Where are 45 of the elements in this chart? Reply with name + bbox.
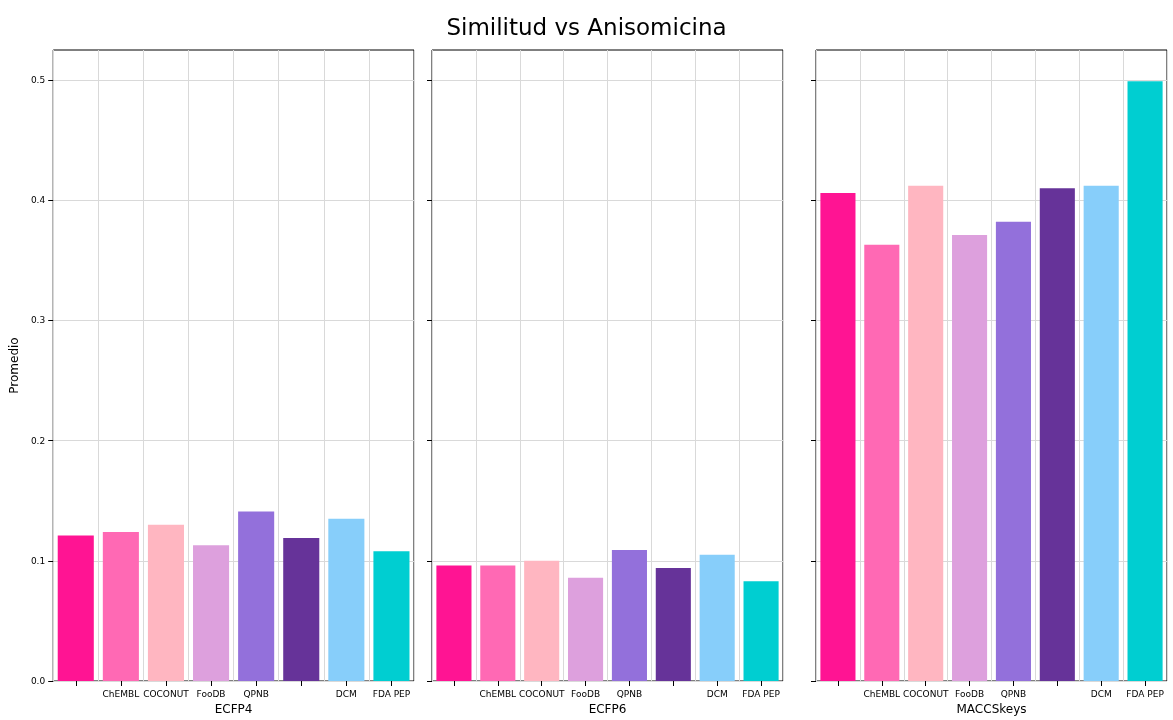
bar [1083,185,1119,681]
x-tick-label: QPNB [616,688,643,699]
chart-title: Similitud vs Anisomicina [446,13,727,40]
bar [743,581,779,681]
bar [1127,81,1163,681]
x-tick-label: FooDB [571,688,601,699]
x-tick-label: DCM [335,688,357,699]
bar [995,221,1031,681]
y-axis-title: Promedio [7,337,21,394]
x-tick-label: ChEMBL [863,688,901,699]
bar [524,560,560,681]
y-tick-label: 0.0 [30,676,46,686]
x-tick-label: DCM [706,688,728,699]
x-tick-label: FDA PEP [1126,688,1165,699]
x-tick-label: FooDB [955,688,985,699]
bar [952,235,988,681]
bar [1039,188,1075,681]
y-tick-label: 0.2 [30,435,46,446]
bar [480,565,516,681]
bar [611,549,647,681]
x-tick-label: FooDB [196,688,226,699]
x-tick-label: QPNB [1000,688,1027,699]
y-tick-label: 0.3 [30,315,46,326]
bar [568,577,604,681]
x-tick-label: FDA PEP [372,688,411,699]
x-tick-label: ChEMBL [479,688,517,699]
x-tick-label: FDA PEP [742,688,781,699]
y-tick-label: 0.4 [30,195,46,206]
bar [655,568,691,681]
x-tick-label: ChEMBL [102,688,140,699]
x-axis-title: ECFP6 [588,702,627,716]
x-tick-label: COCONUT [902,688,949,699]
y-tick-label: 0.5 [30,75,46,86]
x-tick-label: COCONUT [518,688,565,699]
x-axis-title: ECFP4 [214,702,253,716]
bar [699,554,735,681]
bar [908,185,944,681]
x-tick-label: DCM [1090,688,1112,699]
bar [864,244,900,681]
x-tick-label: COCONUT [143,688,190,699]
bar [436,565,472,681]
bar [820,193,856,681]
x-tick-label: QPNB [243,688,269,699]
y-tick-label: 0.1 [30,555,46,566]
x-axis-title: MACCSkeys [956,702,1027,716]
